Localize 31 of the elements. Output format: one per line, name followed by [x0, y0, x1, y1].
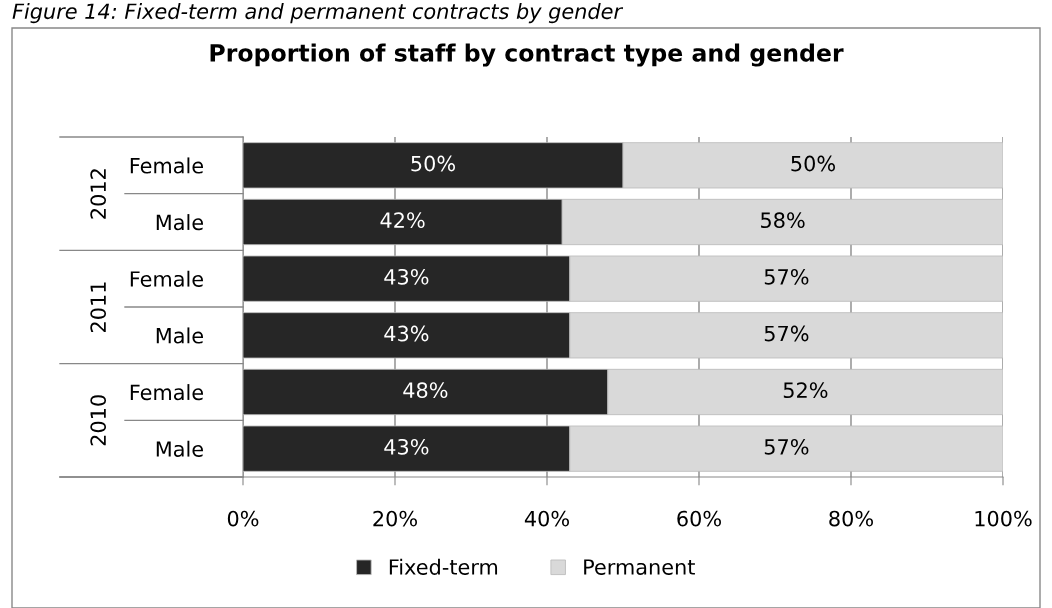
data-label: 52% [783, 382, 828, 399]
caption: Figure 14: Fixed-term and permanent contracts by gender [12, 3, 624, 24]
legend-label: Permanent [584, 559, 695, 575]
y-tick-label: Female [130, 384, 203, 401]
x-tick-label: 60% [677, 510, 721, 527]
y-tick-label: Female [130, 157, 203, 174]
text: 2011 [90, 282, 107, 332]
data-label: 50% [411, 155, 455, 172]
data-label: 43% [384, 268, 429, 285]
text: 2010 [90, 395, 107, 446]
legend-label: Fixed-term [389, 558, 498, 575]
y-tick-label: Male [156, 327, 203, 344]
y-tick-label: Male [156, 440, 203, 457]
data-label: 43% [384, 325, 429, 342]
y-tick-label: Male [156, 214, 203, 231]
text: 2012 [90, 169, 107, 219]
data-label: 48% [403, 382, 448, 399]
data-label: 57% [764, 325, 809, 342]
x-tick-label: 100% [975, 510, 1032, 527]
data-label: 43% [384, 438, 429, 455]
data-label: 58% [761, 212, 805, 229]
y-tick-label: Female [130, 270, 203, 287]
data-label: 42% [380, 212, 425, 229]
data-label: 57% [764, 438, 809, 455]
x-tick-label: 20% [373, 510, 417, 527]
data-label: 57% [764, 268, 809, 285]
x-tick-label: 0% [227, 510, 259, 527]
data-label: 50% [791, 155, 835, 172]
chart-title: Proportion of staff by contract type and gender [210, 43, 844, 67]
x-tick-label: 40% [524, 510, 569, 527]
x-tick-label: 80% [829, 510, 873, 527]
